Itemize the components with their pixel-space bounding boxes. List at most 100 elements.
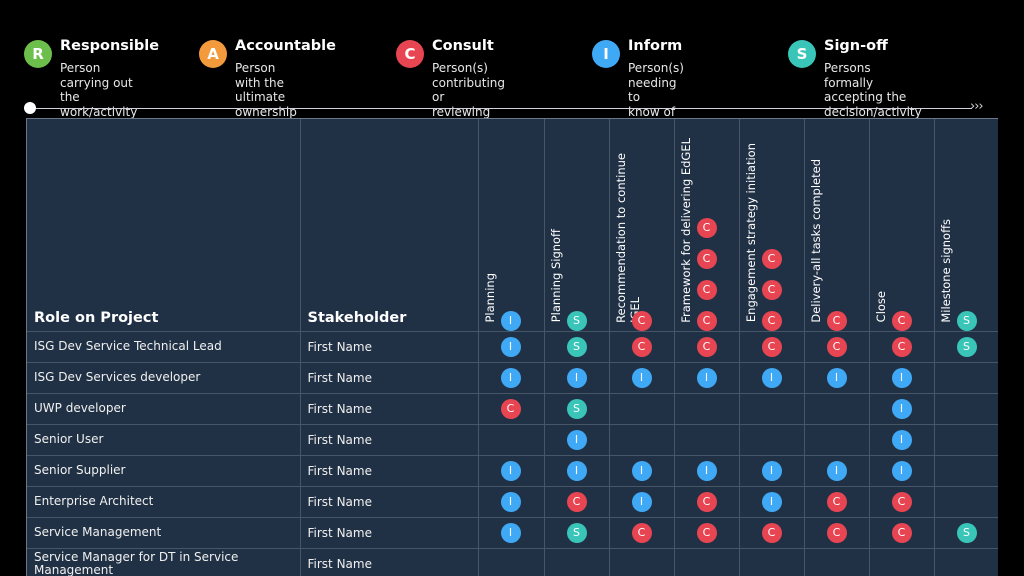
activity-label: Close xyxy=(873,291,888,323)
stakeholder-cell: First Name xyxy=(300,393,479,425)
raci-cell xyxy=(674,424,740,456)
raci-cell: I xyxy=(478,517,545,549)
raci-cell: I xyxy=(478,362,545,394)
activity-label: Planning xyxy=(482,272,497,323)
activity-header-badges: I xyxy=(500,300,521,331)
raci-cell: I xyxy=(609,362,675,394)
raci-badge-c: C xyxy=(826,336,847,357)
raci-cell xyxy=(544,548,610,576)
table-row: Service Manager for DT in Service Manage… xyxy=(27,548,998,576)
raci-badge-c: C xyxy=(826,522,847,543)
raci-cell xyxy=(934,393,998,425)
raci-cell: I xyxy=(869,455,935,487)
stakeholder-cell: First Name xyxy=(300,362,479,394)
raci-cell xyxy=(869,548,935,576)
raci-badge-c: C xyxy=(891,336,912,357)
raci-badge-i: I xyxy=(631,491,652,512)
raci-cell: C xyxy=(804,331,870,363)
raci-badge-c: C xyxy=(631,522,652,543)
raci-cell: I xyxy=(739,455,805,487)
raci-badge-i: I xyxy=(566,429,587,450)
raci-cell: C xyxy=(739,331,805,363)
raci-cell: I xyxy=(739,362,805,394)
legend-description: Persons formally accepting the decision/… xyxy=(824,61,922,119)
activity-header: Delivery-all tasks completed C xyxy=(804,119,870,332)
raci-badge-i: I xyxy=(761,491,782,512)
raci-badge-c: C xyxy=(500,398,521,419)
raci-badge-c: C xyxy=(826,491,847,512)
raci-cell xyxy=(934,548,998,576)
raci-badge-i: I xyxy=(826,367,847,388)
raci-badge-c: C xyxy=(826,310,847,331)
role-cell: ISG Dev Services developer xyxy=(27,362,301,394)
legend-title: Responsible xyxy=(60,38,160,54)
raci-badge-i: I xyxy=(500,336,521,357)
raci-badge-i: I xyxy=(891,429,912,450)
raci-cell: I xyxy=(869,362,935,394)
raci-cell: S xyxy=(544,393,610,425)
legend-title: Inform xyxy=(628,38,683,54)
activity-header: Planning Signoff S xyxy=(544,119,610,332)
timeline-arrow-icon: ››› xyxy=(970,99,984,114)
stakeholder-cell: First Name xyxy=(300,517,479,549)
raci-cell: I xyxy=(478,486,545,518)
role-cell: ISG Dev Service Technical Lead xyxy=(27,331,301,363)
legend-badge-a: A xyxy=(199,40,227,68)
legend-title: Sign-off xyxy=(824,38,888,54)
raci-cell: S xyxy=(544,517,610,549)
raci-cell xyxy=(934,424,998,456)
raci-cell: C xyxy=(739,517,805,549)
raci-cell xyxy=(804,548,870,576)
raci-cell xyxy=(609,548,675,576)
raci-cell: C xyxy=(674,517,740,549)
activity-label: Engagement strategy initiation xyxy=(743,143,758,323)
raci-badge-s: S xyxy=(566,310,587,331)
role-cell: Senior Supplier xyxy=(27,455,301,487)
activity-header: Recommendation to continue IGEL C xyxy=(609,119,675,332)
activity-label: Milestone signoffs xyxy=(938,218,953,323)
raci-cell xyxy=(739,548,805,576)
header-row: Role on Project Stakeholder Planning I Pla… xyxy=(27,119,998,332)
activity-header-badges: S xyxy=(566,300,587,331)
raci-cell: C xyxy=(804,517,870,549)
raci-cell xyxy=(739,393,805,425)
raci-badge-c: C xyxy=(761,336,782,357)
activity-header: Milestone signoffs S xyxy=(934,119,998,332)
raci-cell: S xyxy=(934,517,998,549)
role-cell: Service Management xyxy=(27,517,301,549)
raci-cell xyxy=(934,455,998,487)
raci-cell: S xyxy=(544,331,610,363)
raci-badge-i: I xyxy=(826,460,847,481)
stakeholder-cell: First Name xyxy=(300,424,479,456)
raci-badge-s: S xyxy=(956,336,977,357)
raci-table: Role on Project Stakeholder Planning I Pla… xyxy=(27,119,998,576)
raci-cell: C xyxy=(478,393,545,425)
raci-badge-i: I xyxy=(500,367,521,388)
raci-badge-i: I xyxy=(631,460,652,481)
raci-cell: I xyxy=(478,455,545,487)
raci-cell xyxy=(804,424,870,456)
legend-description: Person carrying out the work/activity xyxy=(60,61,138,119)
raci-badge-i: I xyxy=(500,460,521,481)
table-row: UWP developer First Name C S I xyxy=(27,393,998,425)
raci-cell xyxy=(804,393,870,425)
raci-badge-c: C xyxy=(891,522,912,543)
timeline-start-dot xyxy=(24,102,36,114)
table-row: Service Management First Name I S C C C C C S xyxy=(27,517,998,549)
raci-cell: I xyxy=(869,424,935,456)
raci-cell: C xyxy=(869,486,935,518)
header-stakeholder: Stakeholder xyxy=(300,119,479,332)
raci-badge-i: I xyxy=(761,460,782,481)
raci-badge-c: C xyxy=(696,217,717,238)
raci-badge-c: C xyxy=(566,491,587,512)
raci-cell: I xyxy=(674,362,740,394)
raci-cell xyxy=(674,393,740,425)
raci-badge-c: C xyxy=(696,491,717,512)
activity-header-badges: C xyxy=(891,300,912,331)
raci-cell: I xyxy=(609,486,675,518)
raci-cell: C xyxy=(804,486,870,518)
raci-badge-c: C xyxy=(891,310,912,331)
table-row: ISG Dev Service Technical Lead First Name… xyxy=(27,331,998,363)
legend-title: Accountable xyxy=(235,38,336,54)
